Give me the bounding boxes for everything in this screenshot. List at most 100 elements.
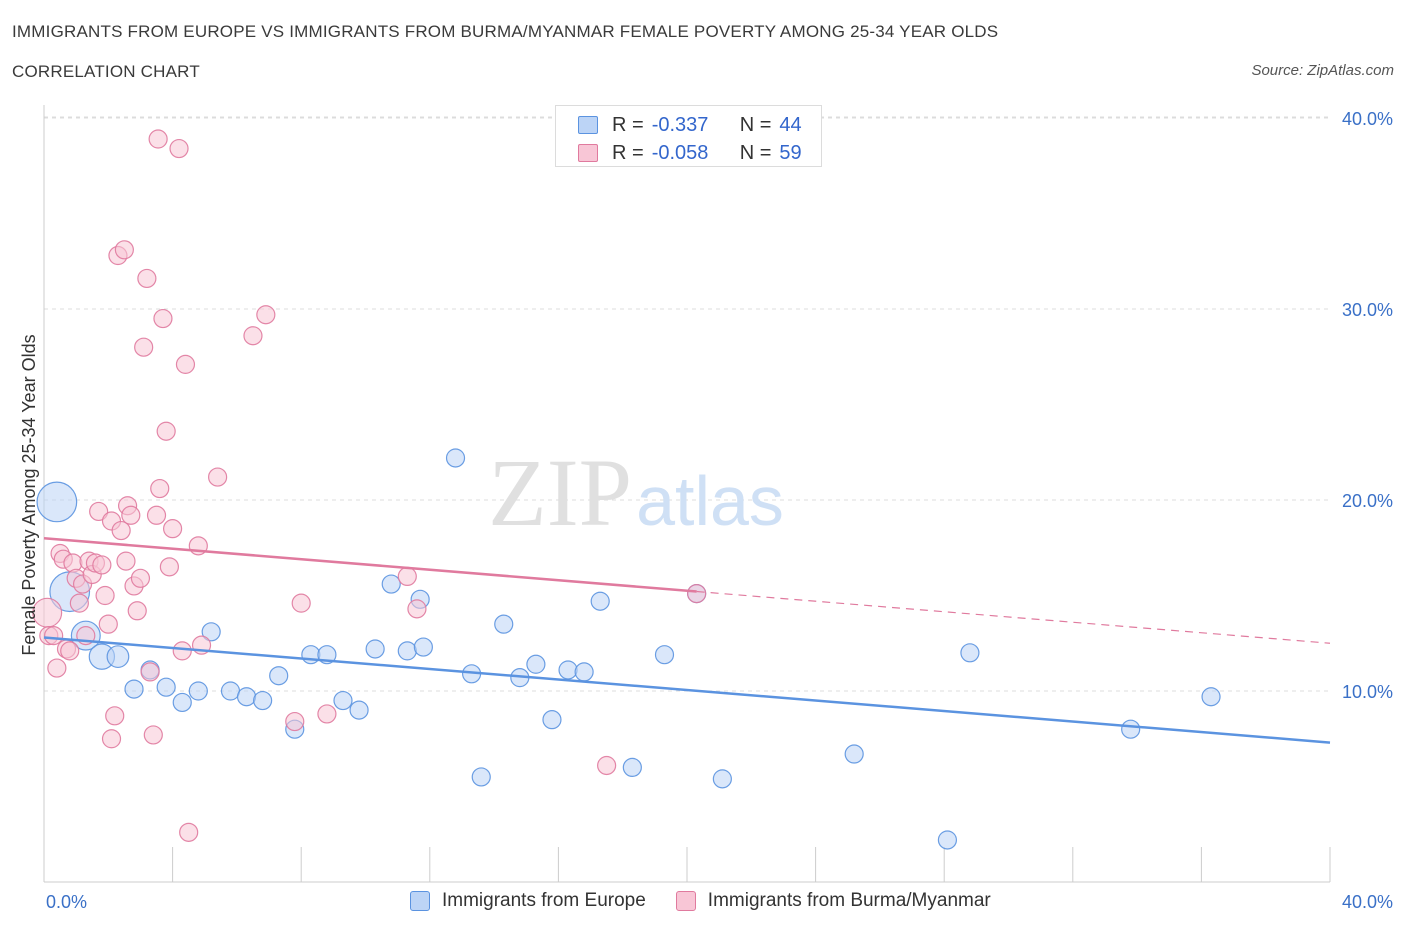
point-europe: [590, 591, 610, 611]
point-burma: [95, 585, 115, 606]
point-burma: [44, 626, 64, 646]
point-burma: [687, 583, 707, 604]
legend-r-value-europe: -0.337: [651, 113, 709, 136]
point-europe: [397, 641, 417, 661]
point-burma: [47, 658, 67, 678]
point-burma: [179, 822, 199, 842]
point-europe: [188, 681, 208, 701]
gridlines: [44, 116, 1330, 692]
point-burma: [159, 557, 179, 577]
point-burma: [291, 593, 311, 613]
chart-title: IMMIGRANTS FROM EUROPE VS IMMIGRANTS FRO…: [12, 22, 999, 41]
legend-n-label: N =: [739, 141, 772, 164]
series-legend: Immigrants from Europe Immigrants from B…: [410, 890, 1021, 912]
y-tick-label: 40.0%: [1342, 109, 1393, 129]
watermark: ZIPatlas: [488, 439, 784, 546]
point-europe: [471, 767, 491, 787]
data-points: [32, 129, 1221, 850]
point-europe: [960, 643, 980, 663]
y-tick-label: 10.0%: [1342, 682, 1393, 702]
point-burma: [397, 566, 417, 587]
chart-subtitle: CORRELATION CHART: [12, 62, 200, 81]
point-europe: [381, 574, 401, 594]
point-burma: [105, 706, 125, 726]
legend-row-europe: R = -0.337 N = 44: [578, 113, 802, 137]
series-legend-label-europe: Immigrants from Europe: [442, 890, 646, 911]
chart-source: Source: ZipAtlas.com: [1251, 62, 1394, 79]
point-europe: [172, 692, 192, 713]
x-tick-label: 0.0%: [46, 892, 87, 912]
watermark-zip: ZIP: [488, 439, 632, 546]
point-europe: [106, 645, 130, 669]
point-europe: [413, 637, 433, 657]
series-legend-label-burma: Immigrants from Burma/Myanmar: [707, 890, 991, 911]
point-europe: [937, 830, 958, 850]
point-europe: [201, 622, 221, 642]
point-burma: [208, 467, 228, 487]
watermark-atlas: atlas: [636, 462, 784, 540]
point-europe: [124, 679, 144, 699]
series-legend-swatch-burma: [675, 891, 696, 911]
point-burma: [243, 326, 263, 346]
point-europe: [526, 654, 546, 674]
legend-r-label: R =: [612, 141, 644, 164]
trend-lines: [43, 536, 1331, 744]
point-europe: [494, 614, 514, 634]
point-europe: [365, 639, 385, 659]
point-burma: [69, 593, 89, 613]
point-europe: [333, 690, 353, 711]
stats-legend: R = -0.337 N = 44 R = -0.058 N = 59: [555, 105, 822, 167]
point-burma: [101, 729, 122, 749]
point-europe: [654, 645, 675, 665]
point-burma: [146, 505, 167, 525]
legend-r-value-burma: -0.058: [651, 141, 709, 164]
point-europe: [36, 481, 78, 523]
point-europe: [156, 677, 176, 697]
point-burma: [116, 551, 136, 571]
series-legend-europe: Immigrants from Europe: [410, 890, 646, 912]
legend-swatch-burma: [578, 144, 598, 162]
point-burma: [317, 704, 337, 724]
x-tick-label: 40.0%: [1342, 892, 1393, 912]
point-burma: [153, 308, 173, 329]
legend-n-value-burma: 59: [779, 141, 802, 164]
series-legend-swatch-europe: [410, 891, 430, 911]
point-burma: [121, 505, 141, 525]
y-axis-label: Female Poverty Among 25-34 Year Olds: [19, 334, 39, 655]
point-burma: [60, 641, 80, 661]
point-europe: [542, 710, 562, 730]
point-burma: [137, 268, 157, 289]
point-europe: [236, 687, 257, 707]
point-europe: [1201, 687, 1221, 707]
legend-n-value-europe: 44: [779, 113, 802, 136]
point-burma: [127, 601, 147, 621]
point-burma: [143, 725, 163, 745]
point-burma: [163, 519, 183, 539]
point-burma: [597, 755, 617, 776]
legend-r-label: R =: [612, 113, 644, 136]
point-burma: [175, 354, 196, 374]
point-europe: [844, 744, 864, 764]
point-burma: [130, 568, 151, 588]
tick-labels: 10.0% 20.0% 30.0% 40.0% 0.0% 40.0%: [46, 109, 1393, 912]
point-europe: [622, 757, 642, 778]
trend-line-burma: [43, 536, 697, 593]
point-burma: [92, 555, 112, 575]
point-burma: [134, 337, 154, 357]
point-burma: [89, 501, 109, 522]
legend-n-label: N =: [739, 113, 772, 136]
point-europe: [1121, 719, 1141, 739]
point-europe: [574, 662, 594, 682]
point-burma: [285, 711, 305, 732]
point-europe: [445, 448, 466, 468]
point-burma: [172, 641, 192, 661]
y-tick-label: 30.0%: [1342, 300, 1393, 320]
point-europe: [349, 700, 369, 720]
point-europe: [253, 690, 273, 711]
point-burma: [98, 614, 118, 634]
point-europe: [220, 681, 241, 701]
trend-line-burma-dashed: [696, 590, 1331, 644]
point-burma: [114, 240, 134, 260]
point-burma: [111, 520, 131, 541]
